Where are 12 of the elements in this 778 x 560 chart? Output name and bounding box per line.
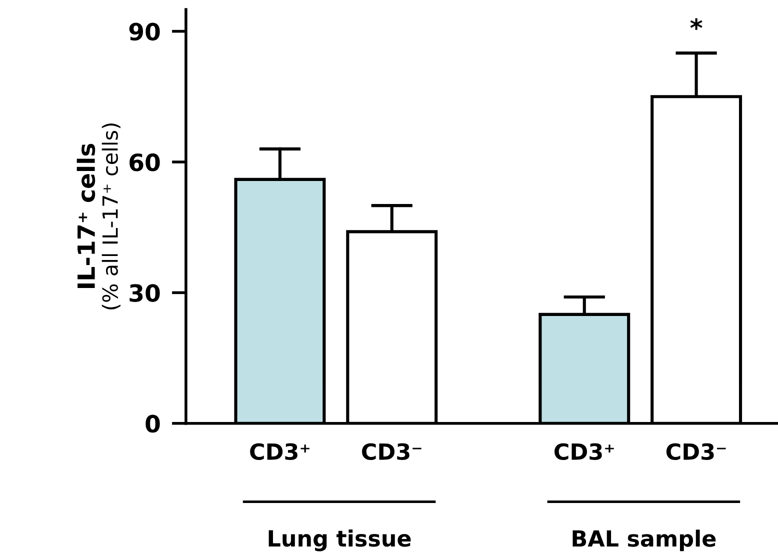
x-tick-label: CD3⁻	[362, 443, 422, 460]
y-tick-label: 30	[130, 284, 160, 302]
text: Lung tissue	[268, 530, 411, 552]
x-tick-label: CD3⁺	[554, 443, 614, 460]
annotation: *	[690, 18, 702, 30]
x-tick-label: CD3⁺	[250, 443, 310, 460]
y-tick-label: 90	[129, 22, 160, 41]
x-tick-label: CD3⁻	[666, 443, 726, 460]
y-tick-label: 60	[130, 153, 160, 172]
y-axis-title: IL-17⁺ cells (% all IL-17⁺ cells)	[76, 124, 120, 310]
text: BAL sample	[572, 530, 716, 552]
y-tick-label: 0	[146, 414, 160, 433]
